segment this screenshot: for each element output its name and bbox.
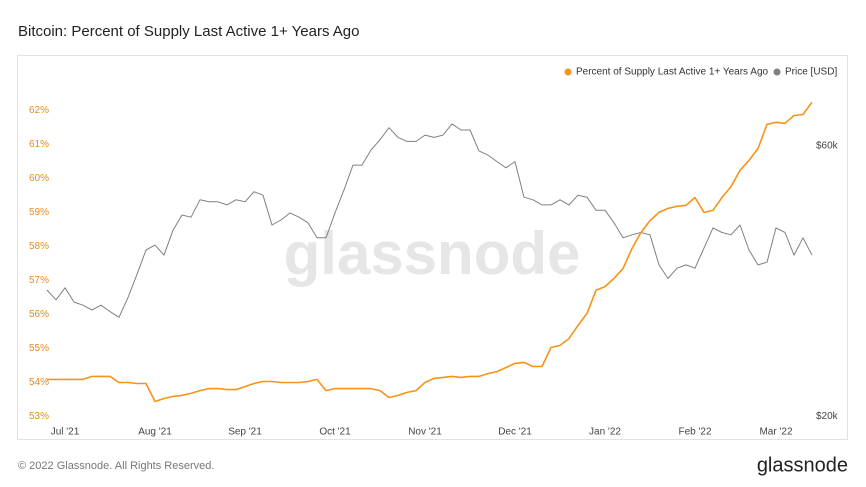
- x-tick-label: Aug '21: [138, 427, 172, 438]
- x-tick-label: Oct '21: [319, 427, 351, 438]
- chart-title: Bitcoin: Percent of Supply Last Active 1…: [18, 23, 359, 40]
- watermark: glassnode: [284, 220, 581, 287]
- logo: glassnode: [757, 454, 848, 476]
- y-tick-label: 61%: [29, 139, 49, 150]
- y-tick-label: 55%: [29, 343, 49, 354]
- series-line: [46, 123, 813, 318]
- y-tick-label: 54%: [29, 377, 49, 388]
- x-tick-label: Mar '22: [759, 427, 792, 438]
- y-tick-label: 56%: [29, 309, 49, 320]
- x-tick-label: Jul '21: [51, 427, 80, 438]
- x-tick-label: Jan '22: [589, 427, 621, 438]
- y2-tick-label: $20k: [816, 411, 839, 422]
- y-tick-label: 53%: [29, 411, 49, 422]
- legend-label: Price [USD]: [785, 67, 837, 78]
- y2-tick-label: $60k: [816, 141, 839, 152]
- x-tick-label: Sep '21: [228, 427, 262, 438]
- y-tick-label: 58%: [29, 241, 49, 252]
- y-tick-label: 60%: [29, 173, 49, 184]
- series-line: [47, 101, 813, 403]
- y-tick-label: 62%: [29, 105, 49, 116]
- legend-label: Percent of Supply Last Active 1+ Years A…: [576, 67, 769, 78]
- panel: [17, 55, 848, 440]
- x-tick-label: Dec '21: [498, 427, 532, 438]
- y-tick-label: 57%: [29, 275, 49, 286]
- legend-marker: [773, 68, 781, 76]
- footer: © 2022 Glassnode. All Rights Reserved.: [18, 460, 214, 472]
- legend-marker: [564, 68, 572, 76]
- x-tick-label: Nov '21: [408, 427, 442, 438]
- y-tick-label: 59%: [29, 207, 49, 218]
- x-tick-label: Feb '22: [678, 427, 711, 438]
